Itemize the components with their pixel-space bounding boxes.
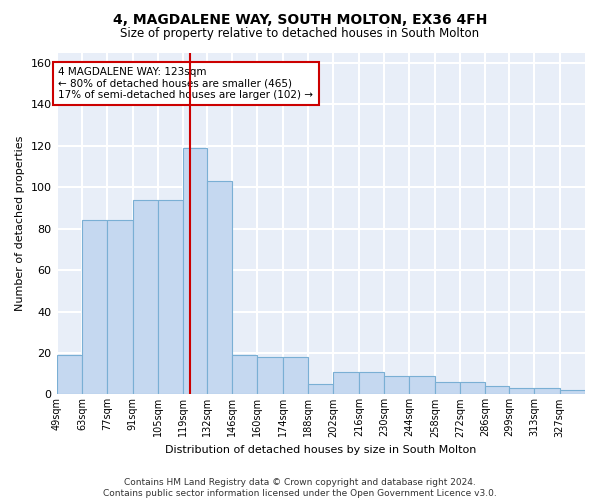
- Text: Size of property relative to detached houses in South Molton: Size of property relative to detached ho…: [121, 28, 479, 40]
- Bar: [460, 382, 485, 394]
- Bar: [133, 200, 158, 394]
- Bar: [485, 386, 509, 394]
- Bar: [207, 181, 232, 394]
- Bar: [107, 220, 133, 394]
- Bar: [183, 148, 207, 394]
- Bar: [334, 372, 359, 394]
- Bar: [535, 388, 560, 394]
- Text: 4, MAGDALENE WAY, SOUTH MOLTON, EX36 4FH: 4, MAGDALENE WAY, SOUTH MOLTON, EX36 4FH: [113, 12, 487, 26]
- Bar: [283, 357, 308, 395]
- X-axis label: Distribution of detached houses by size in South Molton: Distribution of detached houses by size …: [165, 445, 476, 455]
- Bar: [56, 355, 82, 395]
- Bar: [158, 200, 183, 394]
- Bar: [409, 376, 435, 394]
- Bar: [82, 220, 107, 394]
- Bar: [359, 372, 384, 394]
- Text: 4 MAGDALENE WAY: 123sqm
← 80% of detached houses are smaller (465)
17% of semi-d: 4 MAGDALENE WAY: 123sqm ← 80% of detache…: [58, 67, 313, 100]
- Bar: [384, 376, 409, 394]
- Y-axis label: Number of detached properties: Number of detached properties: [15, 136, 25, 311]
- Bar: [257, 357, 283, 395]
- Bar: [308, 384, 334, 394]
- Bar: [232, 355, 257, 395]
- Bar: [560, 390, 585, 394]
- Bar: [435, 382, 460, 394]
- Text: Contains HM Land Registry data © Crown copyright and database right 2024.
Contai: Contains HM Land Registry data © Crown c…: [103, 478, 497, 498]
- Bar: [509, 388, 535, 394]
